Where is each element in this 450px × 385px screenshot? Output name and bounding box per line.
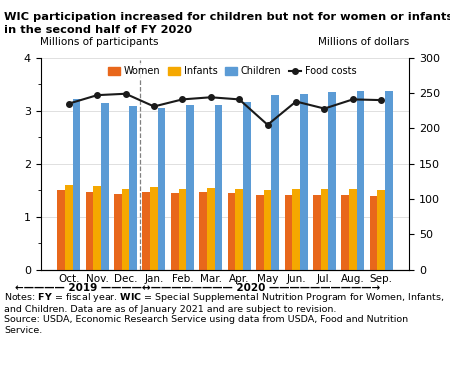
Bar xyxy=(264,190,271,270)
Legend: Women, Infants, Children, Food costs: Women, Infants, Children, Food costs xyxy=(104,63,360,80)
Bar xyxy=(207,188,215,270)
Bar xyxy=(171,193,179,270)
Bar xyxy=(378,189,385,270)
Bar xyxy=(228,193,235,270)
Bar xyxy=(320,189,328,270)
Bar xyxy=(313,195,320,270)
Bar xyxy=(57,190,65,270)
Bar xyxy=(158,107,166,270)
Bar xyxy=(256,195,264,270)
Text: in the second half of FY 2020: in the second half of FY 2020 xyxy=(4,25,193,35)
Text: Millions of dollars: Millions of dollars xyxy=(318,37,410,47)
Bar xyxy=(72,99,80,270)
Bar xyxy=(86,192,93,270)
Bar xyxy=(199,192,207,270)
Bar xyxy=(235,189,243,270)
Text: ←———————— 2020 ——————————→: ←———————— 2020 ——————————→ xyxy=(142,283,380,293)
Bar xyxy=(328,92,336,270)
Text: WIC participation increased for children but not for women or infants: WIC participation increased for children… xyxy=(4,12,450,22)
Bar xyxy=(122,189,130,270)
Bar xyxy=(130,106,137,270)
Bar xyxy=(385,90,393,270)
Bar xyxy=(186,105,194,270)
Bar xyxy=(284,195,292,270)
Text: Notes: $\bf{FY}$ = fiscal year. $\bf{WIC}$ = Special Supplemental Nutrition Prog: Notes: $\bf{FY}$ = fiscal year. $\bf{WIC… xyxy=(4,291,445,335)
Bar xyxy=(292,189,300,270)
Bar xyxy=(65,185,72,270)
Bar xyxy=(357,91,365,270)
Bar xyxy=(341,195,349,270)
Bar xyxy=(179,189,186,270)
Bar xyxy=(271,95,279,270)
Bar xyxy=(93,186,101,270)
Text: ←———— 2019 ————→: ←———— 2019 ————→ xyxy=(15,283,151,293)
Bar xyxy=(370,196,378,270)
Bar xyxy=(243,102,251,270)
Bar xyxy=(349,189,357,270)
Bar xyxy=(215,105,222,270)
Text: Millions of participants: Millions of participants xyxy=(40,37,159,47)
Bar xyxy=(143,192,150,270)
Bar xyxy=(101,103,109,270)
Bar xyxy=(300,94,307,270)
Bar xyxy=(150,187,158,270)
Bar xyxy=(114,194,122,270)
